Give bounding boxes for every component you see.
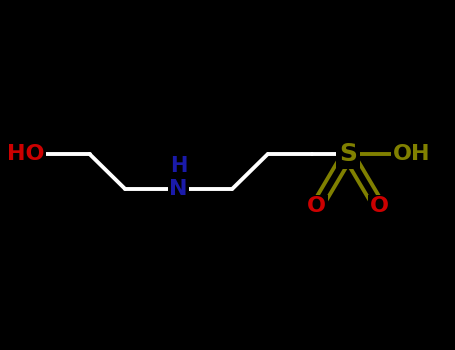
Text: H: H: [170, 156, 187, 176]
Text: OH: OH: [393, 144, 430, 164]
Text: S: S: [339, 142, 357, 166]
Text: N: N: [169, 179, 188, 199]
Text: O: O: [307, 196, 326, 217]
Text: HO: HO: [7, 144, 45, 164]
Text: O: O: [370, 196, 389, 217]
